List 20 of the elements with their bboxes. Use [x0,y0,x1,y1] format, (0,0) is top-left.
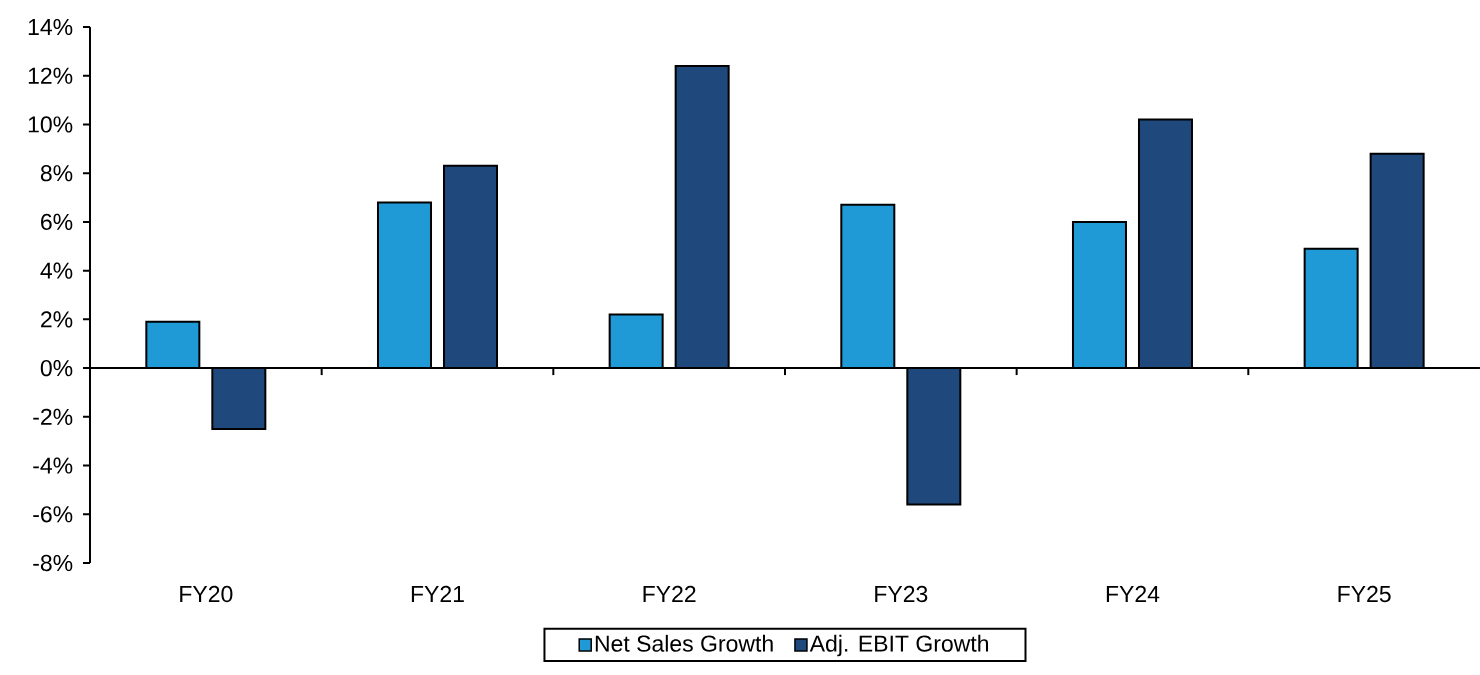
y-tick-label: -8% [33,554,73,572]
y-tick-label: 6% [41,213,73,231]
y-tick-label: -6% [33,506,73,523]
y-tick-label: -4% [33,457,73,474]
y-tick-label: 10% [28,116,73,133]
y-tick-label: 8% [40,165,73,182]
legend-label: Net Sales Growth [595,634,773,652]
y-tick-label: 0% [40,359,73,377]
legend-label: Adj. EBIT Growth [809,634,989,657]
x-tick-label: FY25 [1338,585,1391,603]
y-tick-label: -2% [33,408,73,425]
x-tick-label: FY22 [643,585,696,602]
y-tick-label: 12% [28,67,73,84]
x-tick-label: FY20 [180,585,233,603]
y-tick-label: 14% [28,18,73,36]
y-tick-label: 4% [40,262,73,279]
x-tick-label: FY24 [1106,585,1160,602]
y-tick-label: 2% [41,311,73,328]
x-tick-label: FY23 [875,585,928,603]
x-tick-label: FY21 [411,585,464,602]
